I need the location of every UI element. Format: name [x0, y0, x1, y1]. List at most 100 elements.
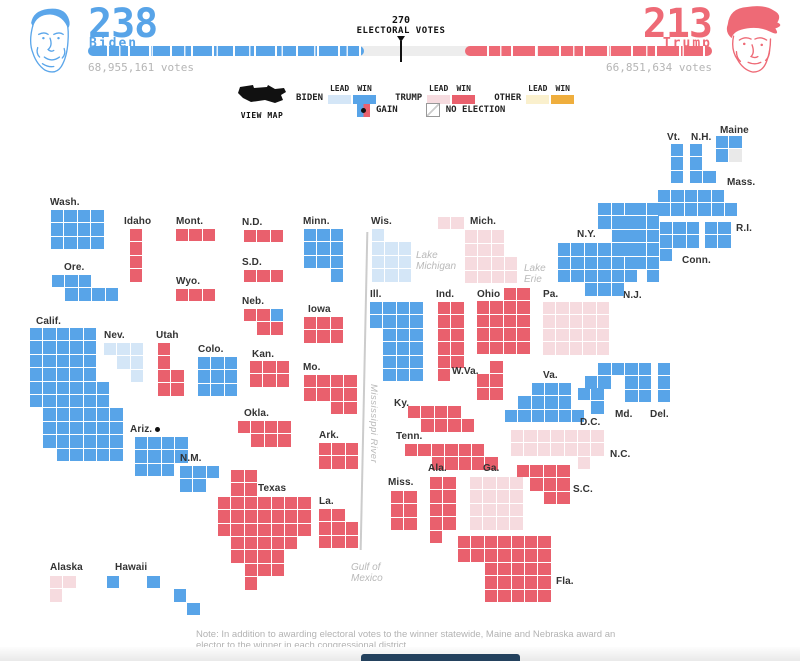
- ev-cell-texas[interactable]: [271, 537, 284, 550]
- ev-cell-texas[interactable]: [258, 523, 271, 536]
- ev-cell-calif[interactable]: [56, 435, 70, 448]
- ev-cell-wis[interactable]: [385, 242, 398, 255]
- ev-cell-la[interactable]: [319, 535, 332, 549]
- ev-cell-la[interactable]: [319, 522, 332, 535]
- ev-cell-wva[interactable]: [477, 374, 490, 387]
- ev-cell-conn[interactable]: [660, 248, 673, 262]
- ev-cell-ill[interactable]: [410, 369, 423, 382]
- ev-cell-nev[interactable]: [117, 343, 130, 356]
- ev-cell-iowa[interactable]: [317, 317, 330, 330]
- ev-cell-neb[interactable]: [257, 322, 270, 335]
- ev-cell-fla[interactable]: [525, 536, 538, 549]
- ev-cell-ny[interactable]: [584, 256, 598, 269]
- ev-cell-colo[interactable]: [211, 370, 224, 383]
- ev-cell-sc[interactable]: [517, 465, 530, 478]
- ev-cell-texas[interactable]: [285, 496, 298, 510]
- ev-cell-fla[interactable]: [525, 576, 538, 589]
- ev-cell-calif[interactable]: [70, 435, 83, 448]
- ev-cell-pa[interactable]: [569, 302, 583, 315]
- ev-cell-fla[interactable]: [471, 536, 484, 549]
- ev-cell-ga[interactable]: [470, 490, 483, 503]
- ev-cell-fla[interactable]: [511, 589, 524, 602]
- ev-cell-texas[interactable]: [258, 496, 271, 510]
- ev-cell-ala[interactable]: [443, 490, 456, 503]
- ev-cell-wash[interactable]: [77, 223, 91, 236]
- ev-cell-ny[interactable]: [625, 203, 638, 216]
- ev-cell-mich[interactable]: [491, 270, 504, 283]
- ev-cell-mont[interactable]: [189, 229, 202, 242]
- ev-cell-miss[interactable]: [391, 504, 404, 517]
- ev-cell-la[interactable]: [319, 509, 332, 522]
- ev-cell-utah[interactable]: [158, 343, 171, 356]
- ev-cell-calif[interactable]: [110, 435, 123, 448]
- ev-cell-ohio[interactable]: [517, 341, 530, 354]
- ev-cell-pa[interactable]: [583, 342, 596, 355]
- ev-cell-calif[interactable]: [30, 381, 43, 394]
- ev-cell-neb[interactable]: [270, 322, 284, 335]
- ev-cell-nev[interactable]: [117, 356, 130, 369]
- ev-cell-idaho[interactable]: [130, 269, 143, 282]
- ev-cell-pa[interactable]: [596, 302, 609, 315]
- ev-cell-colo[interactable]: [198, 383, 211, 397]
- ev-cell-mass[interactable]: [684, 203, 698, 216]
- ev-cell-fla[interactable]: [498, 562, 511, 576]
- ev-cell-wis[interactable]: [398, 269, 412, 282]
- ev-cell-tenn[interactable]: [445, 457, 458, 470]
- ev-cell-neb[interactable]: [270, 309, 284, 322]
- ev-cell-ny[interactable]: [598, 243, 611, 256]
- ev-cell-md[interactable]: [638, 363, 651, 376]
- ev-cell-nm[interactable]: [193, 466, 206, 479]
- ev-cell-nc[interactable]: [511, 430, 524, 443]
- ev-cell-mich[interactable]: [451, 217, 464, 230]
- ev-cell-miss[interactable]: [404, 491, 417, 504]
- ev-cell-maine[interactable]: [716, 149, 729, 162]
- ev-cell-calif[interactable]: [83, 341, 96, 354]
- ev-cell-conn[interactable]: [673, 235, 686, 248]
- ev-cell-calif[interactable]: [43, 341, 56, 354]
- ev-cell-ill[interactable]: [383, 315, 396, 328]
- ev-cell-colo[interactable]: [224, 357, 238, 370]
- ev-cell-wis[interactable]: [372, 269, 385, 282]
- ev-cell-minn[interactable]: [330, 242, 344, 255]
- ev-cell-vt[interactable]: [671, 170, 684, 184]
- ev-cell-mass[interactable]: [698, 190, 711, 203]
- ev-cell-calif[interactable]: [56, 381, 70, 394]
- ev-cell-minn[interactable]: [330, 229, 344, 242]
- ev-cell-ny[interactable]: [611, 256, 624, 269]
- ev-cell-fla[interactable]: [498, 576, 511, 589]
- ev-cell-calif[interactable]: [70, 381, 83, 394]
- ev-cell-ill[interactable]: [370, 302, 383, 315]
- ev-cell-nev[interactable]: [130, 343, 144, 356]
- ev-cell-mass[interactable]: [711, 203, 724, 216]
- ev-cell-maine[interactable]: [729, 136, 742, 149]
- ev-cell-ore[interactable]: [65, 275, 78, 288]
- ev-cell-ill[interactable]: [410, 342, 423, 355]
- ev-cell-miss[interactable]: [404, 504, 417, 517]
- ev-cell-ga[interactable]: [510, 477, 523, 490]
- ev-cell-calif[interactable]: [97, 421, 110, 435]
- ev-cell-calif[interactable]: [43, 421, 56, 435]
- ev-cell-kan[interactable]: [276, 361, 290, 374]
- ev-cell-utah[interactable]: [158, 369, 171, 383]
- ev-cell-ny[interactable]: [625, 243, 638, 256]
- ev-cell-ny[interactable]: [558, 243, 571, 256]
- ev-cell-wash[interactable]: [64, 223, 77, 236]
- ev-cell-mass[interactable]: [671, 190, 684, 203]
- ev-cell-mo[interactable]: [330, 401, 344, 415]
- ev-cell-wash[interactable]: [51, 210, 64, 223]
- ev-cell-va[interactable]: [558, 383, 571, 396]
- ev-cell-calif[interactable]: [43, 395, 56, 408]
- ev-cell-iowa[interactable]: [330, 317, 344, 330]
- ev-cell-calif[interactable]: [56, 368, 70, 381]
- ev-cell-wis[interactable]: [385, 269, 398, 282]
- ev-cell-ariz[interactable]: [161, 463, 175, 477]
- ev-cell-conn[interactable]: [686, 222, 700, 235]
- ev-cell-minn[interactable]: [317, 242, 330, 255]
- ev-cell-mich[interactable]: [505, 257, 518, 270]
- ev-cell-pa[interactable]: [569, 315, 583, 328]
- ev-cell-ark[interactable]: [319, 456, 332, 469]
- ev-cell-calif[interactable]: [43, 408, 56, 421]
- ev-cell-fla[interactable]: [538, 576, 551, 589]
- ev-cell-ill[interactable]: [370, 315, 383, 328]
- ev-cell-nh[interactable]: [690, 170, 703, 184]
